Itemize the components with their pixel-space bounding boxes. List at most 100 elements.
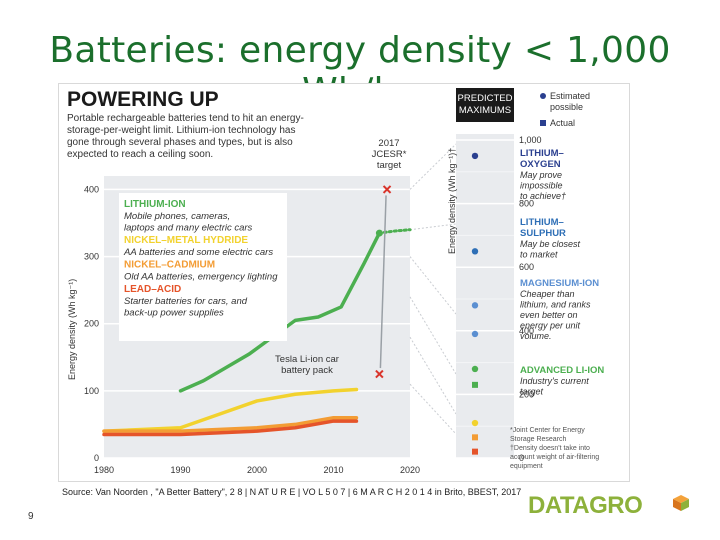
predicted-label-desc: lithium, and ranks xyxy=(520,300,591,310)
x-tick-label: 2010 xyxy=(323,465,343,475)
page-number: 9 xyxy=(28,511,34,522)
jcesr-annotation-line: target xyxy=(377,160,402,171)
target-marker-x xyxy=(375,369,384,379)
predicted-label-title: ADVANCED LI-ION xyxy=(520,365,604,376)
x-tick-label: 2020 xyxy=(400,465,420,475)
y-tick-label: 200 xyxy=(84,319,99,329)
right-tick-label: 600 xyxy=(519,262,534,272)
figure-svg: POWERING UP Portable rechargeable batter… xyxy=(67,88,604,475)
key-estimated-marker xyxy=(540,93,546,99)
key-actual-label: Actual xyxy=(550,118,575,128)
y-tick-label: 100 xyxy=(84,386,99,396)
legend-desc: AA batteries and some electric cars xyxy=(123,247,273,258)
right-tick-label: 800 xyxy=(519,199,534,209)
intro-line: expected to reach a ceiling soon. xyxy=(67,149,213,160)
estimated-point xyxy=(471,365,479,373)
predicted-label-desc: May prove xyxy=(520,170,562,180)
predicted-label-desc: target xyxy=(520,387,544,397)
datagro-logo: DATAGRO xyxy=(528,492,643,519)
legend-desc: Mobile phones, cameras, xyxy=(124,211,230,222)
legend-desc: back-up power supplies xyxy=(124,308,224,319)
y-tick-label: 0 xyxy=(94,453,99,463)
powering-up-figure: POWERING UP Portable rechargeable batter… xyxy=(58,83,630,482)
legend-desc: Starter batteries for cars, and xyxy=(124,296,248,307)
estimated-point xyxy=(471,419,479,427)
estimated-point xyxy=(471,302,479,309)
x-tick-label: 2000 xyxy=(247,465,267,475)
key-actual-marker xyxy=(540,120,546,126)
predicted-panel xyxy=(456,134,514,458)
right-y-axis-label: Energy density (Wh kg⁻¹)† xyxy=(447,148,457,254)
series-line-nimh xyxy=(102,387,359,433)
legend-desc: Old AA batteries, emergency lighting xyxy=(124,272,278,283)
source-citation: Source: Van Noorden , "A Better Battery"… xyxy=(62,487,522,497)
footnote-line: account weight of air-filtering xyxy=(510,454,599,461)
predicted-gridlines xyxy=(456,139,514,459)
estimated-point xyxy=(471,248,479,255)
left-x-ticks: 1980 1990 2000 2010 2020 xyxy=(94,465,420,475)
connector-lines xyxy=(409,143,457,435)
predicted-label-desc: May be closest xyxy=(520,239,581,249)
x-tick-label: 1980 xyxy=(94,465,114,475)
legend-desc: laptops and many electric cars xyxy=(124,223,253,234)
y-tick-label: 400 xyxy=(84,184,99,194)
figure-heading: POWERING UP xyxy=(67,88,219,111)
predicted-header-line: MAXIMUMS xyxy=(459,105,511,116)
predicted-label-title: MAGNESIUM-ION xyxy=(520,278,599,289)
intro-line: gone through several phases and types, b… xyxy=(67,137,293,148)
predicted-label-desc: to market xyxy=(520,250,558,260)
predicted-label-desc: impossible xyxy=(520,181,563,191)
footnote-line: †Density doesn't take into xyxy=(510,445,590,452)
left-y-axis-label: Energy density (Wh kg⁻¹) xyxy=(67,279,77,380)
predicted-label-title: LITHIUM– xyxy=(520,148,564,159)
predicted-label-desc: energy per unit xyxy=(520,321,581,331)
left-y-ticks: 0 100 200 300 400 xyxy=(84,184,99,463)
connector-line xyxy=(409,256,457,315)
footnote-line: equipment xyxy=(510,463,543,470)
right-tick-label: 400 xyxy=(519,326,534,336)
connector-line xyxy=(409,296,457,375)
legend-title: LITHIUM-ION xyxy=(124,199,186,210)
actual-point xyxy=(472,448,478,455)
intro-line: Portable rechargeable batteries tend to … xyxy=(67,113,304,124)
jcesr-annotation-line: 2017 xyxy=(378,138,399,149)
series-line-nicd xyxy=(102,415,359,433)
target-markers xyxy=(375,185,392,379)
connector-line xyxy=(409,336,457,415)
actual-point xyxy=(472,381,478,388)
series-line-lead_acid xyxy=(102,419,359,437)
predicted-points xyxy=(471,152,479,455)
legend-title: NICKEL–CADMIUM xyxy=(124,260,215,271)
connector-line xyxy=(409,383,457,435)
predicted-label-desc: Industry's current xyxy=(520,376,589,386)
predicted-label-title: LITHIUM– xyxy=(520,217,564,228)
predicted-label-desc: Cheaper than xyxy=(520,289,575,299)
estimated-point xyxy=(471,330,479,338)
tesla-annotation-line: battery pack xyxy=(281,365,333,376)
logo-cube-icon xyxy=(673,495,689,511)
jcesr-annotation-line: JCESR* xyxy=(372,149,407,160)
footnote-line: Storage Research xyxy=(510,436,567,443)
target-marker-x xyxy=(382,185,392,194)
predicted-label-desc: to achieve† xyxy=(520,191,566,201)
key-estimated-line: possible xyxy=(550,102,583,112)
jcesr-guide-line xyxy=(379,195,387,369)
actual-point xyxy=(472,434,478,441)
intro-line: storage-per-weight limit. Lithium-ion te… xyxy=(67,125,295,136)
legend-title: NICKEL–METAL HYDRIDE xyxy=(124,235,248,246)
series-legend-box xyxy=(119,193,287,341)
key-estimated-line: Estimated xyxy=(550,91,590,101)
legend-title: LEAD–ACID xyxy=(124,284,181,295)
predicted-header-box xyxy=(456,88,514,122)
right-tick-label: 200 xyxy=(519,389,534,399)
right-tick-label: 1,000 xyxy=(519,135,542,145)
figure-intro: Portable rechargeable batteries tend to … xyxy=(67,113,304,160)
right-tick-label: 0 xyxy=(519,453,524,463)
predicted-label-title: SULPHUR xyxy=(520,228,566,239)
